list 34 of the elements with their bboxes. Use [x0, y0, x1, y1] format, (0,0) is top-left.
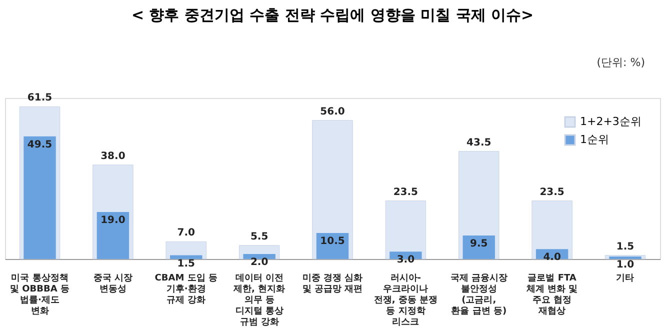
data-label: 5.5	[250, 231, 268, 242]
x-tick-label: 중국 시장 변동성	[93, 274, 133, 294]
x-tick-label: 기타	[616, 274, 634, 284]
bar	[462, 235, 495, 259]
data-label: 2.0	[250, 257, 268, 268]
data-label: 43.5	[466, 137, 492, 148]
x-tick-label: CBAM 도입 등 기후·환경 규제 강화	[154, 274, 218, 306]
bar	[96, 212, 130, 259]
legend-label: 1순위	[580, 133, 609, 146]
data-label: 1.5	[177, 258, 196, 270]
legend-label: 1+2+3순위	[580, 115, 642, 128]
x-tick-label: 글로벌 FTA 체계 변화 및 주요 협정 재협상	[525, 274, 578, 316]
data-label: 9.5	[470, 238, 488, 250]
data-label: 7.0	[177, 228, 196, 239]
bar	[243, 254, 276, 259]
data-label: 23.5	[393, 186, 418, 198]
data-label: 61.5	[27, 92, 52, 104]
data-label: 1.5	[616, 241, 634, 252]
data-label: 19.0	[100, 214, 126, 226]
text: (단위: %)	[596, 56, 645, 69]
data-label: 10.5	[320, 236, 345, 247]
x-tick-label: 데이터 이전 제한, 현지화 의무 등 디지털 통상 규범 강화	[232, 274, 286, 328]
x-tick-label: 미중 경쟁 심화 및 공급망 재편	[302, 274, 363, 294]
data-label: 1.0	[616, 260, 634, 271]
x-tick-label: 국제 금융시장 불안정성 (고금리, 환율 급변 등)	[450, 274, 508, 316]
x-tick-label: 미국 통상정책 및 OBBBA 등 법률·제도 변화	[10, 274, 70, 316]
data-label: 49.5	[27, 139, 52, 150]
bar	[24, 136, 56, 259]
x-tick-label: 러시아- 우크라이나 전쟁, 중동 분쟁 등 지정학 리스크	[374, 274, 438, 328]
data-label: 23.5	[540, 186, 564, 198]
data-label: 38.0	[100, 150, 126, 162]
chart-title: < 향후 중견기업 수출 전략 수립에 영향을 미칠 국제 이슈>	[131, 6, 534, 24]
bar	[170, 255, 202, 259]
data-label: 56.0	[320, 106, 345, 118]
